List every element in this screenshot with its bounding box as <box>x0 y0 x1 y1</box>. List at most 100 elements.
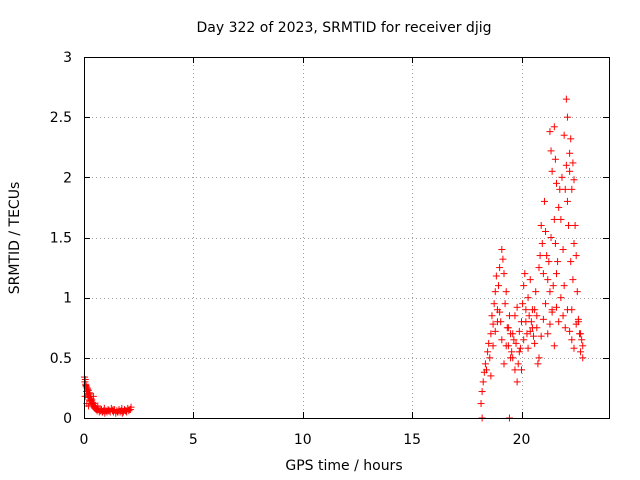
data-point <box>571 221 579 229</box>
data-point <box>547 147 555 155</box>
data-point <box>511 366 519 374</box>
data-point <box>488 312 496 320</box>
data-point <box>557 215 565 223</box>
data-point <box>534 360 542 368</box>
data-point <box>569 159 577 167</box>
data-point <box>573 288 581 296</box>
data-point <box>528 306 536 314</box>
data-point <box>498 336 506 344</box>
data-point <box>526 276 534 284</box>
data-point <box>491 327 499 335</box>
data-point <box>531 339 539 347</box>
data-point <box>560 282 568 290</box>
y-tick-label: 3 <box>63 50 72 66</box>
x-tick-label: 15 <box>403 432 421 448</box>
data-point <box>501 300 509 308</box>
data-point <box>563 197 571 205</box>
data-point <box>522 318 530 326</box>
data-point <box>570 240 578 248</box>
data-point <box>530 332 538 340</box>
data-point <box>526 327 534 335</box>
data-point <box>563 113 571 121</box>
data-point <box>514 360 522 368</box>
data-point <box>572 320 580 328</box>
data-points <box>80 95 587 422</box>
data-point <box>532 288 540 296</box>
data-point <box>518 366 525 374</box>
data-point <box>87 397 95 405</box>
data-point <box>94 402 102 410</box>
data-point <box>479 378 487 386</box>
data-point <box>524 344 532 352</box>
data-point <box>477 400 485 408</box>
grid <box>84 57 609 418</box>
data-point <box>492 272 500 280</box>
data-point <box>122 407 130 415</box>
data-point <box>504 324 512 332</box>
data-point <box>485 339 493 347</box>
data-point <box>496 264 504 272</box>
data-point <box>487 330 495 338</box>
data-point <box>105 407 113 415</box>
data-point <box>548 167 556 175</box>
chart-title: Day 322 of 2023, SRMTID for receiver dji… <box>197 20 492 36</box>
data-point <box>544 330 552 338</box>
data-point <box>513 378 521 386</box>
y-tick-label: 0.5 <box>50 351 72 367</box>
data-point <box>559 246 567 254</box>
data-point <box>118 404 126 412</box>
data-point <box>550 123 558 131</box>
data-point <box>560 131 568 139</box>
data-point <box>484 348 492 356</box>
data-point <box>562 161 570 169</box>
y-tick-label: 1.5 <box>50 231 72 247</box>
data-point <box>542 227 550 235</box>
data-point <box>550 342 558 350</box>
data-point <box>515 327 523 335</box>
data-point <box>109 406 117 414</box>
data-point <box>516 344 524 352</box>
data-point <box>113 408 121 416</box>
data-point <box>555 203 563 211</box>
data-point <box>483 366 490 374</box>
data-point <box>507 354 515 362</box>
data-point <box>567 135 575 143</box>
data-point <box>490 300 498 308</box>
data-point <box>563 306 571 314</box>
data-point <box>567 258 575 266</box>
data-point <box>565 221 573 229</box>
data-point <box>481 360 489 368</box>
data-point <box>495 282 503 290</box>
data-point <box>478 388 486 396</box>
data-point <box>559 312 567 320</box>
data-point <box>546 288 554 296</box>
data-point <box>520 336 528 344</box>
data-point <box>554 258 562 266</box>
y-tick-label: 2.5 <box>50 110 72 126</box>
data-point <box>489 320 497 328</box>
data-point <box>510 336 518 344</box>
data-point <box>502 342 510 350</box>
data-point <box>519 300 527 308</box>
data-point <box>489 342 497 350</box>
data-point <box>546 128 554 136</box>
data-point <box>508 348 516 356</box>
data-point <box>512 339 520 347</box>
data-point <box>574 315 582 323</box>
data-point <box>566 327 574 335</box>
data-point <box>511 312 519 320</box>
data-point <box>545 258 553 266</box>
data-point <box>496 308 504 316</box>
data-point <box>82 382 90 390</box>
data-point <box>89 392 97 400</box>
data-point <box>535 264 543 272</box>
data-point <box>553 179 560 187</box>
data-point <box>98 408 106 416</box>
data-point <box>85 402 93 410</box>
data-point <box>500 270 508 278</box>
data-point <box>557 294 565 302</box>
data-point <box>579 354 587 362</box>
x-tick-label: 10 <box>294 432 312 448</box>
data-point <box>493 318 501 326</box>
